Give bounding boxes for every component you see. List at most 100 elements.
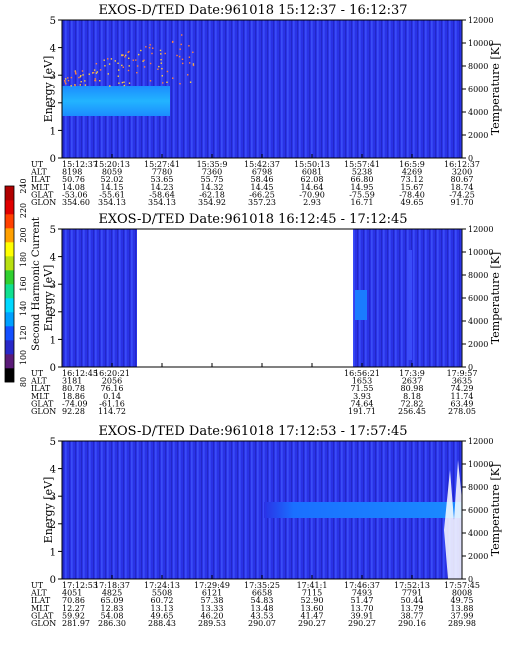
y-axis-label: Energy [eV] [42,56,55,123]
dot [92,72,94,74]
row-value: 15:27:41 [144,160,180,169]
row-value: 14.15 [101,183,124,192]
row-value: 38.77 [401,611,424,620]
dot [94,78,96,80]
colorbar-tick-label: 240 [19,178,28,193]
row-value: 6081 [302,168,322,177]
row-value: 49.65 [151,611,174,620]
data-band [62,86,170,116]
dot [122,54,124,56]
colorbar-label: Second Harmonic Current [31,217,42,351]
data-gap [137,229,353,367]
row-value: 286.30 [98,619,126,628]
dot [149,62,152,65]
dot [160,53,162,55]
dot [99,69,102,71]
row-value: 290.07 [248,619,276,628]
row-value: 15:20:13 [94,160,130,169]
dot [122,66,124,68]
colorbar: 240 220 200 180 160 140 120 100 80 Second Harmon… [4,178,42,387]
row-value: 354.92 [198,198,226,207]
y-axis-label: Energy [eV] [42,265,55,332]
row-value: 49.75 [451,596,474,605]
row-value: 14.23 [151,183,174,192]
row-value: 17:29:49 [194,581,230,590]
dot [123,84,125,87]
y-tick-label: 4 [50,44,56,55]
row-value: 60.72 [151,596,174,605]
dot [143,59,145,61]
row-value: 13.33 [201,604,224,613]
dot [80,81,82,83]
row-label-mlt: MLT [31,604,50,613]
row-label-alt: ALT [30,377,47,386]
row-value: 73.12 [401,175,424,184]
row-value: -75.59 [349,190,375,199]
dot [172,77,174,79]
dot [149,44,151,46]
y2-tick-label: 6000 [468,506,488,515]
row-value: -62.18 [199,190,225,199]
dot [96,71,98,73]
row-value: 66.80 [351,175,374,184]
panel-title: EXOS-D/TED Date:961018 17:12:53 - 17:57:… [98,424,407,439]
row-value: 17:18:37 [94,581,130,590]
colorbar-cell [5,340,14,355]
row-value: 65.09 [101,596,124,605]
dot [64,78,67,80]
row-value: 2.93 [303,198,321,207]
row-value: 7493 [352,589,372,598]
dot [164,52,166,55]
colorbar-tick-label: 200 [19,227,28,242]
row-label-ilat: ILAT [31,175,51,184]
dot [124,56,126,58]
row-value: 5508 [152,589,172,598]
panel-title: EXOS-D/TED Date:961018 16:12:45 - 17:12:… [98,212,407,227]
dot [107,73,109,75]
row-value: 52.02 [101,175,124,184]
row-value: 17:9:57 [447,369,478,378]
dot [132,59,134,61]
row-value: 17:46:37 [344,581,380,590]
row-value: 8.18 [403,392,421,401]
row-value: 7115 [302,589,322,598]
row-value: 3181 [62,377,82,386]
row-value: 288.43 [148,619,176,628]
y-tick-label: 5 [50,437,56,448]
row-value: 13.13 [151,604,174,613]
sparse-dots [64,34,195,87]
y2-tick-label: 8000 [468,483,488,492]
row-value: 6121 [202,589,222,598]
dot [148,47,151,49]
row-value: 290.27 [348,619,376,628]
dot [121,81,124,84]
dot [117,62,119,64]
dot [162,82,164,84]
y2-tick-label: 12000 [468,437,493,446]
dot [157,68,159,70]
dot [114,60,116,62]
row-value: 16:12:45 [62,369,98,378]
dot [189,81,192,83]
dot [180,43,182,46]
colorbar-cell [5,242,14,257]
y-tick-label: 0 [50,363,56,374]
row-value: 17:12:53 [62,581,98,590]
row-value: 15:50:13 [294,160,330,169]
row-value: -74.09 [62,399,88,408]
row-value: -55.61 [99,190,125,199]
y2-tick-label: 2000 [468,340,488,349]
row-value: 55.75 [201,175,224,184]
row-value: 278.05 [448,407,476,416]
dot [128,82,131,84]
row-value: 4051 [62,589,82,598]
row-value: 16:5:9 [399,160,425,169]
dot [79,84,81,86]
dot [143,66,146,68]
row-label-glon: GLON [31,619,56,628]
row-value: 3200 [452,168,472,177]
colorbar-cell [5,214,14,229]
row-value: 46.20 [201,611,224,620]
